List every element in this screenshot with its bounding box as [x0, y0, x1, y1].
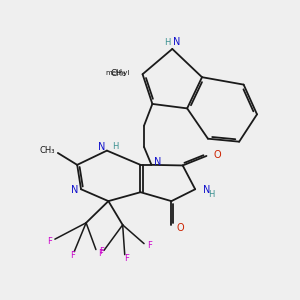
Text: methyl: methyl — [106, 70, 130, 76]
Text: N: N — [173, 38, 181, 47]
Text: CH₃: CH₃ — [111, 69, 126, 78]
Text: O: O — [176, 223, 184, 233]
Text: CH₃: CH₃ — [40, 146, 56, 154]
Text: H: H — [208, 190, 214, 199]
Text: H: H — [164, 38, 170, 47]
Text: F: F — [148, 241, 152, 250]
Text: F: F — [99, 248, 104, 256]
Text: F: F — [124, 254, 129, 263]
Text: N: N — [71, 185, 79, 195]
Text: N: N — [154, 157, 161, 167]
Text: O: O — [213, 150, 220, 160]
Text: F: F — [70, 251, 75, 260]
Text: N: N — [98, 142, 106, 152]
Text: H: H — [112, 142, 119, 151]
Text: F: F — [47, 237, 52, 246]
Text: F: F — [98, 249, 103, 258]
Text: N: N — [203, 185, 210, 195]
